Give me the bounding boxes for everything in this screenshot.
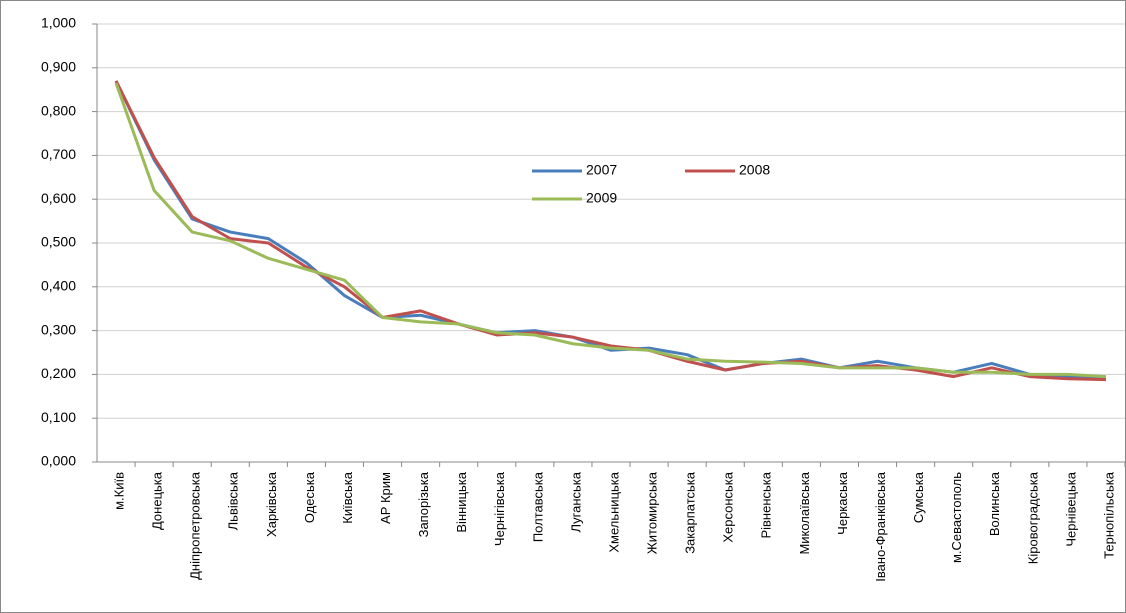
y-tick-label: 0,000	[41, 453, 76, 469]
y-tick-label: 0,900	[41, 59, 76, 75]
x-tick-label: Житомирська	[645, 471, 660, 554]
x-tick-label: Полтавська	[530, 471, 545, 542]
x-tick-label: Тернопільська	[1101, 471, 1116, 559]
x-tick-label: Черкаська	[835, 471, 850, 535]
x-tick-label: Київська	[340, 471, 355, 523]
y-tick-label: 0,100	[41, 409, 76, 425]
x-tick-label: Сумська	[911, 471, 926, 523]
y-tick-label: 0,600	[41, 190, 76, 206]
x-tick-label: Миколаївська	[797, 471, 812, 554]
legend-label: 2008	[739, 162, 770, 178]
series-line	[114, 82, 1107, 379]
x-tick-label: Херсонська	[721, 471, 736, 542]
x-tick-label: Запорізька	[416, 471, 431, 537]
x-tick-label: Чернівецька	[1063, 471, 1078, 546]
y-tick-label: 0,300	[41, 321, 76, 337]
x-tick-label: Волинська	[987, 471, 1002, 536]
y-tick-label: 1,000	[41, 15, 76, 31]
x-tick-label: Рівненська	[759, 471, 774, 538]
series-line	[114, 80, 1106, 382]
y-tick-label: 0,400	[41, 278, 76, 294]
x-tick-label: Львівська	[226, 471, 241, 530]
x-tick-label: Харківська	[264, 471, 279, 537]
y-tick-label: 0,200	[41, 365, 76, 381]
x-tick-label: Івано-Франківська	[873, 471, 888, 581]
legend-label: 2009	[586, 190, 617, 206]
x-tick-label: м.Севастополь	[949, 472, 964, 563]
y-tick-label: 0,700	[41, 146, 76, 162]
x-tick-label: м.Київ	[111, 472, 126, 510]
x-tick-label: Чернігівська	[492, 471, 507, 546]
x-tick-label: Закарпатська	[683, 471, 698, 554]
y-tick-label: 0,800	[41, 102, 76, 118]
legend-label: 2007	[586, 162, 617, 178]
x-tick-label: Кіровоградська	[1025, 471, 1040, 564]
x-tick-label: АР Крим	[378, 472, 393, 524]
x-tick-label: Хмельницька	[606, 471, 621, 552]
x-tick-label: Луганська	[568, 471, 583, 532]
x-tick-label: Донецька	[150, 471, 165, 530]
x-tick-label: Дніпропетровська	[188, 471, 203, 580]
x-tick-label: Одеська	[302, 471, 317, 523]
x-tick-label: Вінницька	[454, 471, 469, 532]
y-tick-label: 0,500	[41, 234, 76, 250]
